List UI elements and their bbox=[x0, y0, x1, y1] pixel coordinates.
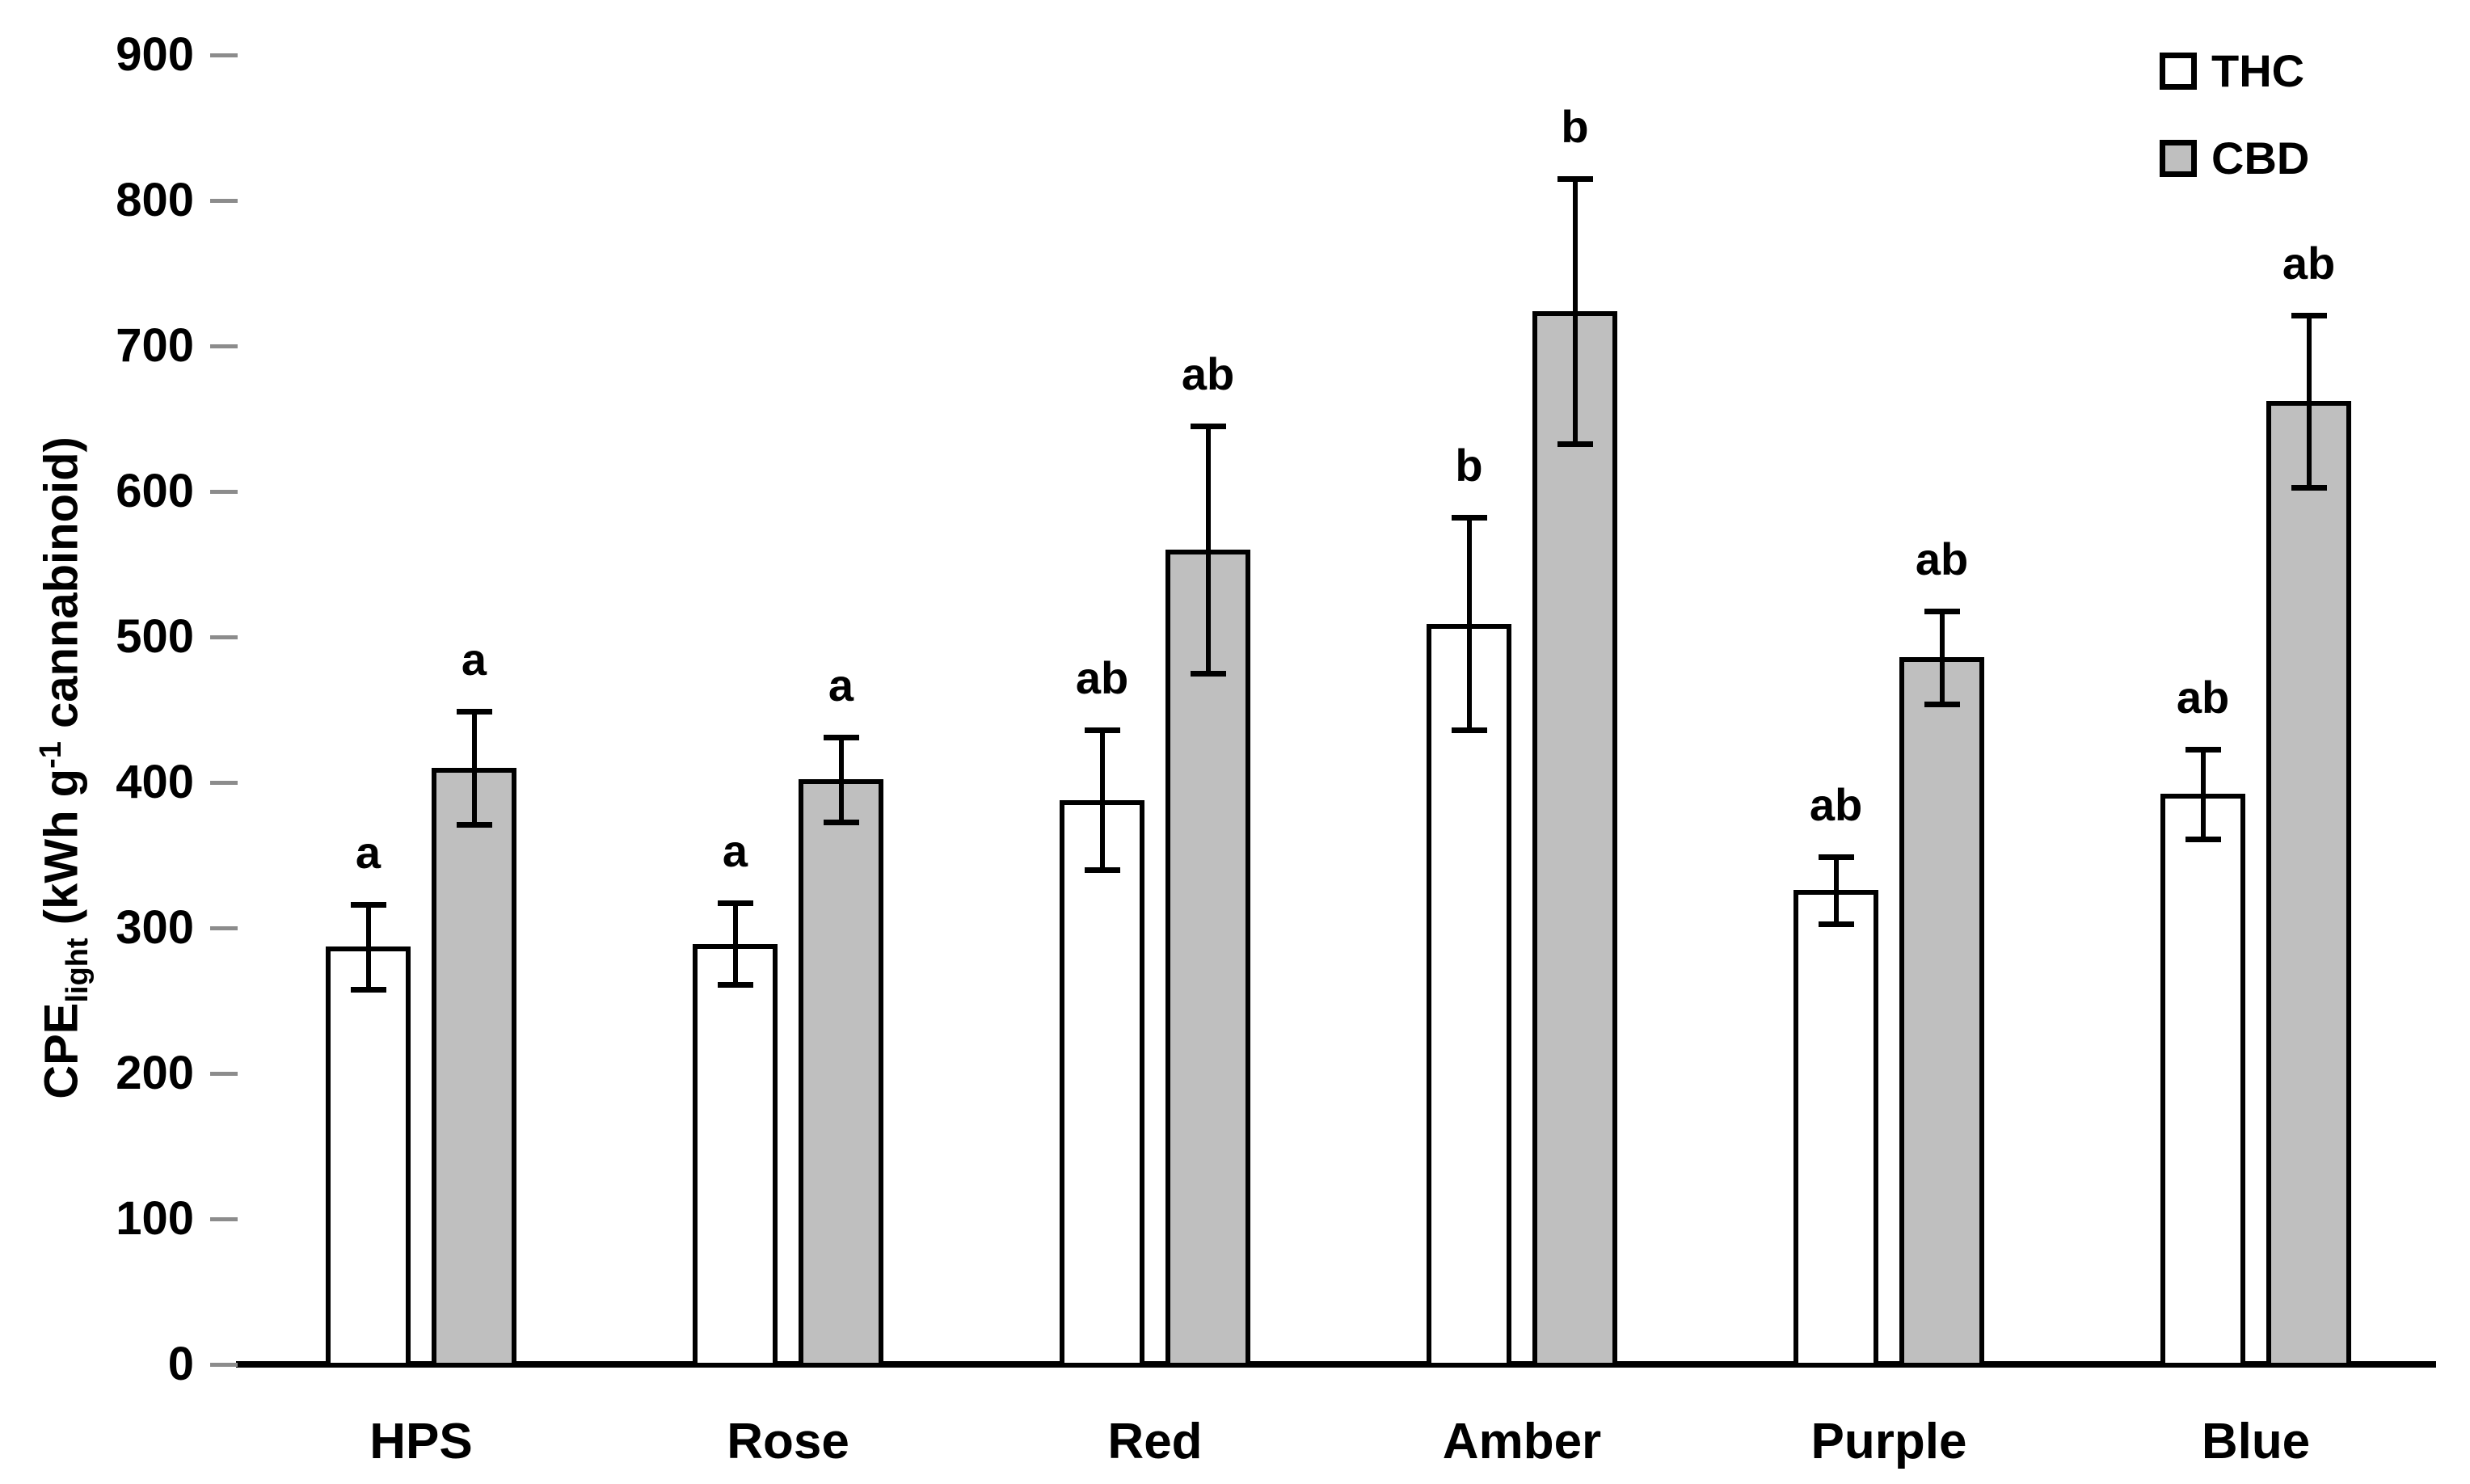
error-cap-bottom-cbd-purple bbox=[1924, 701, 1960, 707]
bar-thc-hps bbox=[326, 946, 411, 1368]
error-cap-bottom-cbd-rose bbox=[823, 819, 859, 825]
bar-thc-blue bbox=[2160, 794, 2245, 1368]
y-tick-label-300: 300 bbox=[116, 901, 194, 954]
y-tick-200 bbox=[210, 1072, 238, 1076]
error-bar-thc-red bbox=[1099, 730, 1105, 870]
x-label-hps: HPS bbox=[369, 1414, 473, 1469]
y-tick-label-900: 900 bbox=[116, 28, 194, 81]
error-cap-bottom-cbd-amber bbox=[1557, 441, 1593, 447]
error-cap-top-thc-hps bbox=[350, 902, 386, 909]
sig-letter-cbd-hps: a bbox=[461, 633, 487, 685]
y-tick-600 bbox=[210, 490, 238, 494]
y-tick-label-400: 400 bbox=[116, 756, 194, 808]
y-tick-label-800: 800 bbox=[116, 174, 194, 226]
sig-letter-cbd-blue: ab bbox=[2282, 238, 2336, 289]
error-cap-top-thc-purple bbox=[1818, 854, 1854, 860]
sig-letter-thc-purple: ab bbox=[1809, 778, 1863, 830]
x-label-amber: Amber bbox=[1442, 1414, 1602, 1469]
legend-item-cbd: CBD bbox=[2160, 136, 2309, 181]
legend-item-thc: THC bbox=[2160, 48, 2309, 94]
y-tick-label-200: 200 bbox=[116, 1047, 194, 1099]
error-cap-bottom-thc-red bbox=[1084, 867, 1120, 873]
error-cap-top-thc-blue bbox=[2185, 746, 2221, 753]
error-cap-bottom-cbd-red bbox=[1190, 671, 1226, 677]
error-cap-top-thc-red bbox=[1084, 727, 1120, 734]
sig-letter-thc-red: ab bbox=[1075, 652, 1129, 704]
error-cap-bottom-cbd-blue bbox=[2291, 484, 2327, 491]
y-tick-label-500: 500 bbox=[116, 610, 194, 663]
error-cap-top-cbd-blue bbox=[2291, 313, 2327, 319]
sig-letter-cbd-red: ab bbox=[1181, 348, 1235, 399]
error-cap-bottom-thc-purple bbox=[1818, 921, 1854, 927]
error-bar-thc-hps bbox=[365, 904, 371, 989]
x-label-blue: Blue bbox=[2201, 1414, 2311, 1469]
y-tick-400 bbox=[210, 781, 238, 785]
legend-label-thc: THC bbox=[2211, 45, 2305, 96]
sig-letter-thc-blue: ab bbox=[2176, 671, 2230, 723]
bar-thc-amber bbox=[1427, 623, 1511, 1368]
y-tick-label-0: 0 bbox=[167, 1338, 194, 1390]
error-bar-cbd-red bbox=[1205, 426, 1211, 673]
x-label-rose: Rose bbox=[727, 1414, 849, 1469]
bar-thc-red bbox=[1060, 799, 1144, 1368]
y-tick-900 bbox=[210, 53, 238, 57]
error-bar-thc-purple bbox=[1833, 856, 1839, 924]
bar-cbd-amber bbox=[1532, 310, 1617, 1368]
error-cap-top-cbd-rose bbox=[823, 735, 859, 741]
thc-swatch-icon bbox=[2160, 53, 2197, 90]
error-bar-cbd-rose bbox=[838, 737, 844, 822]
error-cap-bottom-thc-amber bbox=[1451, 727, 1487, 734]
sig-letter-thc-hps: a bbox=[355, 827, 381, 879]
error-bar-cbd-blue bbox=[2306, 315, 2312, 487]
error-cap-top-cbd-red bbox=[1190, 424, 1226, 429]
sig-letter-thc-rose: a bbox=[722, 825, 748, 877]
error-bar-thc-blue bbox=[2200, 748, 2206, 840]
error-bar-thc-amber bbox=[1466, 517, 1472, 731]
bar-cbd-blue bbox=[2266, 401, 2351, 1368]
sig-letter-cbd-amber: b bbox=[1561, 101, 1589, 152]
y-tick-label-100: 100 bbox=[116, 1192, 194, 1245]
bar-thc-rose bbox=[693, 943, 778, 1368]
error-cap-top-cbd-purple bbox=[1924, 608, 1960, 614]
error-bar-cbd-hps bbox=[471, 710, 477, 825]
error-bar-cbd-purple bbox=[1939, 610, 1945, 704]
x-label-red: Red bbox=[1107, 1414, 1203, 1469]
error-cap-bottom-thc-hps bbox=[350, 986, 386, 993]
y-tick-100 bbox=[210, 1217, 238, 1221]
y-tick-label-600: 600 bbox=[116, 465, 194, 517]
y-tick-500 bbox=[210, 635, 238, 639]
x-axis-line bbox=[236, 1361, 2436, 1368]
error-cap-top-thc-rose bbox=[717, 900, 753, 907]
y-tick-label-700: 700 bbox=[116, 319, 194, 372]
error-bar-thc-rose bbox=[732, 903, 738, 985]
y-tick-300 bbox=[210, 926, 238, 930]
cbd-swatch-icon bbox=[2160, 140, 2197, 177]
y-tick-800 bbox=[210, 199, 238, 203]
error-bar-cbd-amber bbox=[1572, 179, 1578, 444]
error-cap-top-cbd-hps bbox=[456, 708, 492, 715]
error-cap-top-thc-amber bbox=[1451, 515, 1487, 521]
bar-thc-purple bbox=[1793, 890, 1878, 1368]
error-cap-top-cbd-amber bbox=[1557, 176, 1593, 182]
y-tick-0 bbox=[210, 1363, 238, 1367]
error-cap-bottom-cbd-hps bbox=[456, 822, 492, 828]
sig-letter-cbd-purple: ab bbox=[1915, 533, 1969, 584]
bar-cbd-hps bbox=[432, 768, 516, 1368]
legend: THC CBD bbox=[2160, 48, 2309, 223]
y-tick-700 bbox=[210, 344, 238, 348]
bar-cbd-rose bbox=[799, 779, 883, 1368]
error-cap-bottom-thc-rose bbox=[717, 982, 753, 989]
error-cap-bottom-thc-blue bbox=[2185, 837, 2221, 843]
sig-letter-thc-amber: b bbox=[1455, 440, 1483, 491]
x-label-purple: Purple bbox=[1810, 1414, 1967, 1469]
bar-cbd-purple bbox=[1899, 657, 1984, 1368]
legend-label-cbd: CBD bbox=[2211, 133, 2310, 183]
sig-letter-cbd-rose: a bbox=[828, 660, 854, 711]
